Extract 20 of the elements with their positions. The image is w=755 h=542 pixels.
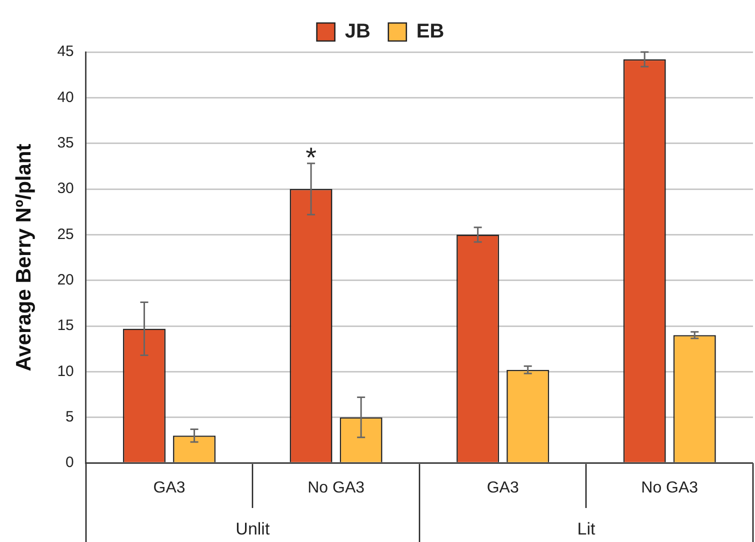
annotation: * [306,142,317,174]
y-tick-label: 20 [57,271,74,288]
y-tick-label: 15 [57,317,74,334]
x-tick-label: GA3 [153,479,186,496]
y-tick-label: 5 [66,408,74,426]
y-tick-label: 40 [57,88,74,106]
y-tick-label: 35 [57,134,74,152]
x-tick-label: GA3 [486,479,519,496]
y-axis-title: Average Berry Nº/plant [12,144,36,372]
legend-label: JB [344,20,370,43]
y-tick-label: 30 [57,180,74,198]
legend-label: EB [416,20,444,43]
y-tick-label: 0 [66,454,74,472]
y-tick-label: 10 [57,362,74,380]
x-tick-label: No GA3 [308,479,365,496]
x-tick-label: No GA3 [641,479,698,496]
text: Lit [577,520,596,539]
text: Unlit [236,520,270,539]
y-tick-label: 25 [57,226,74,243]
y-tick-label: 45 [57,43,74,60]
